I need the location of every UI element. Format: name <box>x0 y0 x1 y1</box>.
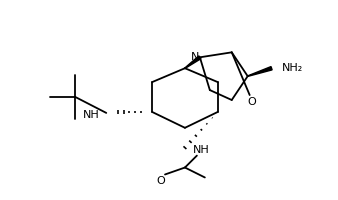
Polygon shape <box>185 56 201 68</box>
Text: O: O <box>156 176 165 186</box>
Polygon shape <box>248 67 272 76</box>
Text: NH: NH <box>193 145 210 155</box>
Text: N: N <box>191 52 199 62</box>
Text: NH: NH <box>82 110 99 120</box>
Text: O: O <box>247 97 256 107</box>
Text: NH₂: NH₂ <box>282 63 303 73</box>
